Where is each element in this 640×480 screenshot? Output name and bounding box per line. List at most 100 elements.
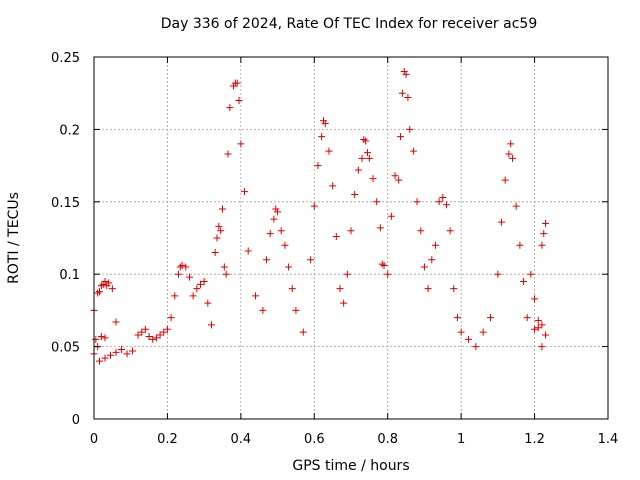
data-point [487,314,495,322]
data-point [94,289,102,297]
data-point [217,227,225,235]
x-tick-label: 1.4 [598,432,619,447]
data-point [222,270,230,278]
data-point [457,328,465,336]
data-point [274,208,282,216]
data-point [398,89,406,97]
data-point [288,285,296,293]
data-point [531,295,539,303]
data-point [538,241,546,249]
data-point [542,331,550,339]
data-point [118,345,126,353]
data-point [362,137,370,145]
data-point [224,150,232,158]
data-point [226,104,234,112]
x-axis-label: GPS time / hours [292,458,409,474]
chart-title: Day 336 of 2024, Rate Of TEC Index for r… [161,16,537,32]
y-tick-label: 0.05 [51,341,80,356]
data-point [285,263,293,271]
data-point [270,215,278,223]
data-point [435,198,443,206]
data-point [193,285,201,293]
data-point [376,224,384,232]
data-point [387,212,395,220]
data-point [534,324,542,332]
data-point [263,256,271,264]
data-point [540,230,548,238]
data-point [107,351,115,359]
x-tick-label: 0.2 [157,432,178,447]
data-point [343,270,351,278]
data-point [505,150,513,158]
data-point [420,263,428,271]
data-point [314,162,322,170]
data-point [384,270,392,278]
data-point [378,260,386,268]
data-point [395,176,403,184]
data-point [96,288,104,296]
data-point [235,96,243,104]
data-point [281,241,289,249]
x-tick-label: 0.8 [377,432,398,447]
data-point [163,325,171,333]
data-point [325,147,333,155]
data-point [364,149,372,157]
data-point [167,314,175,322]
data-point [220,263,228,271]
y-tick-label: 0.1 [59,268,80,283]
plot-frame [93,56,609,420]
data-point [129,347,137,355]
data-point [134,331,142,339]
data-point [207,321,215,329]
data-point [310,202,318,210]
data-point [404,94,412,102]
data-point [215,222,223,230]
data-point [292,306,300,314]
data-point [354,166,362,174]
data-point [538,343,546,351]
data-point [156,331,164,339]
data-point [479,328,487,336]
data-point [347,227,355,235]
data-point [409,147,417,155]
data-point [259,306,267,314]
data-point [244,247,252,255]
data-point [101,354,109,362]
x-tick-label: 1 [457,432,465,447]
y-tick-label: 0.2 [59,123,80,138]
data-point [453,314,461,322]
data-point [141,325,149,333]
data-point [417,227,425,235]
data-point [439,193,447,201]
data-point [402,70,410,78]
data-point [123,350,131,358]
data-point [531,325,539,333]
data-point [321,120,329,128]
data-point [380,262,388,270]
y-axis-label: ROTI / TECUs [6,192,22,284]
data-point [112,318,120,326]
data-point [252,292,260,300]
data-point [501,176,509,184]
data-point [178,262,186,270]
data-point [219,205,226,213]
axis-ticks: 0 0.2 0.4 0.6 0.8 1 1.2 1.4 0 0.05 0.1 0.15 0.2 0.25 [51,51,618,447]
data-point [152,334,160,342]
x-tick-label: 0.6 [304,432,325,447]
data-point [406,125,414,133]
data-point [340,299,348,307]
x-tick-label: 0 [90,432,98,447]
data-point [373,198,381,206]
data-point [185,273,193,281]
data-point [171,292,179,300]
data-point [149,335,157,343]
data-point [145,332,153,340]
data-point [200,277,208,285]
y-tick-label: 0.25 [51,51,80,66]
data-point [160,328,168,336]
data-point [516,241,524,249]
data-point [174,270,182,278]
data-point [241,188,249,196]
data-point [397,133,405,141]
data-points [90,67,550,365]
